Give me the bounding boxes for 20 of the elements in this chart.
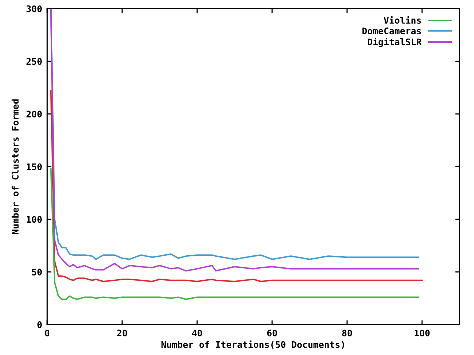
y-tick-label: 300: [26, 6, 42, 12]
legend-label: Violins: [384, 16, 422, 24]
x-tick-label: 80: [342, 330, 352, 337]
y-tick-label: 50: [32, 268, 42, 276]
y-tick-label: 150: [27, 164, 42, 170]
x-tick-label: 0: [45, 330, 50, 337]
x-tick-label: 60: [267, 330, 278, 337]
y-tick-label: 200: [26, 110, 42, 118]
x-axis-title: Number of Iterations(50 Documents): [162, 340, 344, 350]
legend-label: DigitalSLR: [368, 38, 422, 48]
y-tick-label: 250: [26, 58, 42, 66]
y-tick-label: 100: [27, 216, 42, 224]
line-series: [50, 90, 423, 282]
legend-label: DomeCameras: [362, 28, 422, 35]
x-tick-label: 40: [192, 330, 202, 337]
x-tick-label: 100: [414, 330, 430, 337]
line-series: [50, 168, 420, 300]
y-axis-title: Number of Clusters Formed: [12, 100, 19, 234]
y-tick-label: 0: [38, 322, 42, 328]
x-tick-label: 20: [117, 330, 128, 337]
